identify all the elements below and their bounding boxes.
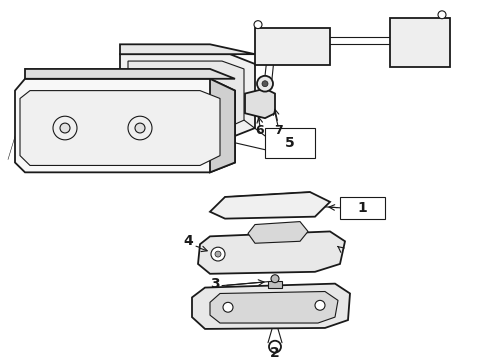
Polygon shape (20, 91, 220, 166)
Polygon shape (15, 79, 235, 172)
Circle shape (223, 302, 233, 312)
Circle shape (135, 123, 145, 133)
Circle shape (128, 116, 152, 140)
Polygon shape (245, 89, 275, 118)
Text: 1: 1 (357, 201, 367, 215)
Text: 3: 3 (210, 276, 220, 291)
Polygon shape (248, 222, 308, 243)
Circle shape (257, 76, 273, 91)
Circle shape (438, 11, 446, 19)
Polygon shape (198, 231, 345, 274)
Circle shape (60, 123, 70, 133)
Circle shape (211, 247, 225, 261)
Polygon shape (25, 69, 235, 79)
Polygon shape (128, 61, 244, 130)
Circle shape (271, 275, 279, 283)
Circle shape (254, 21, 262, 28)
Text: 5: 5 (285, 136, 295, 150)
Polygon shape (120, 44, 255, 54)
Circle shape (53, 116, 77, 140)
Polygon shape (268, 281, 282, 288)
Bar (340, 197, 385, 219)
Bar (265, 128, 315, 158)
Bar (390, 18, 450, 67)
Text: 4: 4 (183, 234, 193, 248)
Polygon shape (120, 54, 255, 138)
Polygon shape (210, 192, 330, 219)
Circle shape (262, 81, 268, 87)
Text: 6: 6 (256, 125, 264, 138)
Bar (255, 28, 330, 65)
Text: 7: 7 (273, 125, 282, 138)
Polygon shape (210, 292, 338, 323)
Text: 2: 2 (270, 346, 280, 360)
Circle shape (269, 341, 281, 352)
Circle shape (315, 300, 325, 310)
Polygon shape (210, 79, 235, 172)
Circle shape (215, 251, 221, 257)
Polygon shape (192, 284, 350, 329)
